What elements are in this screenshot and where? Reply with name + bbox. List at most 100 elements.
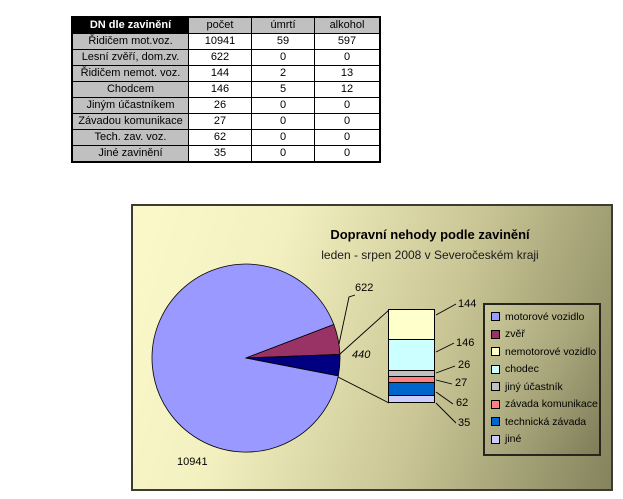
pie-label-10941: 10941 — [177, 456, 208, 468]
deaths-cell: 5 — [251, 81, 315, 98]
legend-swatch — [491, 382, 500, 392]
bar-label-146: 146 — [456, 337, 475, 349]
table-row: Řidičem nemot. voz. 144 2 13 — [71, 65, 381, 82]
deaths-cell: 2 — [251, 65, 315, 82]
alcohol-cell: 0 — [314, 145, 381, 163]
leader-line-146 — [435, 342, 455, 353]
legend-item-animal: zvěř — [491, 326, 599, 344]
table-row: Závadou komunikace 27 0 0 — [71, 113, 381, 130]
legend-item-technical: technická závada — [491, 413, 599, 431]
legend-label: chodec — [505, 363, 539, 376]
leader-line-622 — [338, 294, 356, 345]
row-label-cell: Řidičem nemot. voz. — [71, 65, 189, 82]
alcohol-cell: 0 — [314, 97, 381, 114]
pie-slice-other-group — [245, 353, 341, 377]
table-header-row: DN dle zavinění počet úmrtí alkohol — [71, 16, 381, 34]
legend-swatch — [491, 312, 500, 322]
table-row: Jiné zavinění 35 0 0 — [71, 145, 381, 163]
breakdown-bar — [388, 309, 435, 403]
bar-segment-nonmotor — [389, 310, 434, 340]
bar-label-27: 27 — [455, 377, 468, 389]
leader-line-35 — [435, 402, 457, 424]
bar-label-35: 35 — [458, 417, 471, 429]
bar-segment-other — [389, 396, 434, 402]
alcohol-cell: 0 — [314, 129, 381, 146]
table-row: Lesní zvěří, dom.zv. 622 0 0 — [71, 49, 381, 66]
leader-line-27 — [435, 379, 453, 385]
pie-label-622: 622 — [355, 282, 374, 294]
count-cell: 144 — [188, 65, 252, 82]
alcohol-cell: 12 — [314, 81, 381, 98]
bar-label-144: 144 — [458, 298, 477, 310]
legend-item-nonmotor: nemotorové vozidlo — [491, 343, 599, 361]
deaths-cell: 0 — [251, 97, 315, 114]
legend-swatch — [491, 347, 500, 357]
count-cell: 10941 — [188, 33, 252, 50]
bar-label-62: 62 — [456, 397, 469, 409]
alcohol-cell: 0 — [314, 49, 381, 66]
legend-label: jiné — [505, 433, 522, 446]
legend-swatch — [491, 399, 500, 409]
series-line-lower — [337, 376, 390, 404]
count-cell: 62 — [188, 129, 252, 146]
deaths-cell: 0 — [251, 49, 315, 66]
deaths-cell: 0 — [251, 113, 315, 130]
count-cell: 27 — [188, 113, 252, 130]
series-line-upper — [339, 309, 390, 355]
row-label-cell: Chodcem — [71, 81, 189, 98]
chart-title: Dopravní nehody podle zavinění — [330, 227, 530, 242]
legend-swatch — [491, 364, 500, 374]
alcohol-cell: 597 — [314, 33, 381, 50]
legend-item-pedestrian: chodec — [491, 361, 599, 379]
count-cell: 35 — [188, 145, 252, 163]
leader-line-62 — [435, 391, 454, 405]
legend-item-other: jiné — [491, 431, 599, 449]
legend-item-motor: motorové vozidlo — [491, 308, 599, 326]
legend-label: technická závada — [505, 415, 587, 428]
count-cell: 26 — [188, 97, 252, 114]
table-row: Řidičem mot.voz. 10941 59 597 — [71, 33, 381, 50]
alcohol-cell: 13 — [314, 65, 381, 82]
pie-label-440: 440 — [352, 349, 371, 361]
table-header-alcohol: alkohol — [314, 16, 381, 34]
pie-slice-motor-vehicle — [151, 263, 339, 453]
chart-legend: motorové vozidlo zvěř nemotorové vozidlo… — [483, 303, 601, 456]
legend-item-other-participant: jiný účastník — [491, 378, 599, 396]
table-header-cause: DN dle zavinění — [71, 16, 189, 34]
legend-swatch — [491, 329, 500, 339]
row-label-cell: Lesní zvěří, dom.zv. — [71, 49, 189, 66]
alcohol-cell: 0 — [314, 113, 381, 130]
bar-segment-road-defect — [389, 377, 434, 383]
legend-label: motorové vozidlo — [505, 310, 585, 323]
row-label-cell: Řidičem mot.voz. — [71, 33, 189, 50]
count-cell: 146 — [188, 81, 252, 98]
bar-segment-technical — [389, 383, 434, 396]
legend-item-road-defect: závada komunikace — [491, 396, 599, 414]
deaths-cell: 59 — [251, 33, 315, 50]
table-header-deaths: úmrtí — [251, 16, 315, 34]
table-row: Jiným účastníkem 26 0 0 — [71, 97, 381, 114]
leader-line-144 — [435, 303, 457, 316]
table-row: Chodcem 146 5 12 — [71, 81, 381, 98]
legend-label: nemotorové vozidlo — [505, 345, 597, 358]
bar-label-26: 26 — [458, 359, 471, 371]
legend-label: závada komunikace — [505, 398, 598, 411]
legend-swatch — [491, 417, 500, 427]
count-cell: 622 — [188, 49, 252, 66]
table-row: Tech. zav. voz. 62 0 0 — [71, 129, 381, 146]
row-label-cell: Tech. zav. voz. — [71, 129, 189, 146]
legend-label: jiný účastník — [505, 380, 563, 393]
row-label-cell: Jiným účastníkem — [71, 97, 189, 114]
pie-and-lines-canvas — [151, 263, 457, 453]
accident-table: DN dle zavinění počet úmrtí alkohol Řidi… — [71, 16, 381, 163]
legend-swatch — [491, 434, 500, 444]
bar-segment-pedestrian — [389, 340, 434, 371]
pie-chart-panel: Dopravní nehody podle zavinění leden - s… — [131, 204, 613, 491]
deaths-cell: 0 — [251, 145, 315, 163]
legend-label: zvěř — [505, 328, 525, 341]
table-header-count: počet — [188, 16, 252, 34]
row-label-cell: Jiné zavinění — [71, 145, 189, 163]
chart-subtitle: leden - srpen 2008 v Severočeském kraji — [321, 248, 539, 262]
row-label-cell: Závadou komunikace — [71, 113, 189, 130]
